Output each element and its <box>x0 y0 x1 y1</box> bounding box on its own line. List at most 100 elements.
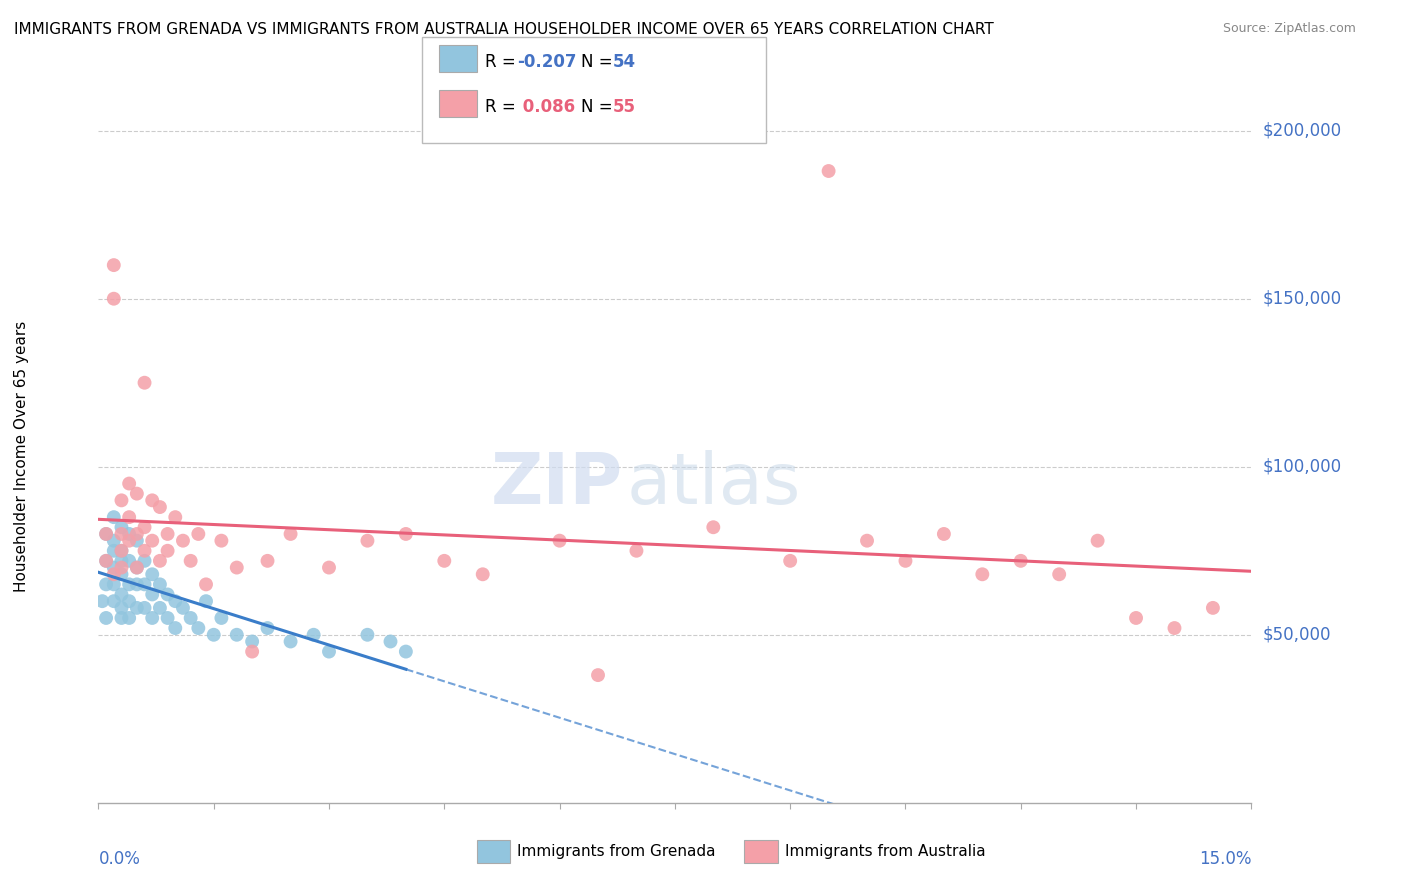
Text: Source: ZipAtlas.com: Source: ZipAtlas.com <box>1223 22 1357 36</box>
Point <box>118 476 141 491</box>
Point <box>209 533 232 548</box>
Point <box>156 527 179 541</box>
Point <box>103 543 125 558</box>
Point <box>779 554 801 568</box>
Point <box>110 554 132 568</box>
Point <box>1125 611 1147 625</box>
Point <box>125 486 148 500</box>
Point <box>702 520 724 534</box>
Point <box>165 510 187 524</box>
Point <box>94 554 117 568</box>
Point <box>195 594 218 608</box>
Point <box>103 258 125 272</box>
Point <box>91 594 114 608</box>
Text: N =: N = <box>581 54 617 71</box>
Point <box>225 560 247 574</box>
Point <box>156 543 179 558</box>
Point <box>103 560 125 574</box>
Point <box>156 587 179 601</box>
Point <box>209 611 232 625</box>
Point <box>1202 600 1225 615</box>
Point <box>125 533 148 548</box>
Point <box>103 533 125 548</box>
Point <box>125 600 148 615</box>
Point <box>118 554 141 568</box>
Point <box>1010 554 1032 568</box>
Text: Immigrants from Grenada: Immigrants from Grenada <box>517 845 716 859</box>
Point <box>141 567 163 582</box>
Point <box>395 527 418 541</box>
Point <box>134 600 156 615</box>
Point <box>165 594 187 608</box>
Point <box>380 634 402 648</box>
Point <box>103 510 125 524</box>
Point <box>134 554 156 568</box>
Point <box>932 527 955 541</box>
Point <box>118 594 141 608</box>
Point <box>395 644 418 658</box>
Point <box>548 533 571 548</box>
Text: 15.0%: 15.0% <box>1199 850 1251 868</box>
Point <box>165 621 187 635</box>
Point <box>110 611 132 625</box>
Text: R =: R = <box>485 98 522 116</box>
Point <box>280 527 302 541</box>
Text: -0.207: -0.207 <box>517 54 576 71</box>
Point <box>141 533 163 548</box>
Point <box>141 587 163 601</box>
Point <box>118 533 141 548</box>
Text: IMMIGRANTS FROM GRENADA VS IMMIGRANTS FROM AUSTRALIA HOUSEHOLDER INCOME OVER 65 : IMMIGRANTS FROM GRENADA VS IMMIGRANTS FR… <box>14 22 994 37</box>
Point <box>94 527 117 541</box>
Point <box>134 543 156 558</box>
Point <box>110 493 132 508</box>
Point <box>972 567 994 582</box>
Point <box>149 600 172 615</box>
Point <box>94 554 117 568</box>
Point <box>110 567 132 582</box>
Point <box>356 628 378 642</box>
Point <box>172 533 194 548</box>
Text: atlas: atlas <box>627 450 801 519</box>
Point <box>118 611 141 625</box>
Text: 0.086: 0.086 <box>517 98 575 116</box>
Point <box>225 628 247 642</box>
Point <box>318 560 340 574</box>
Point <box>280 634 302 648</box>
Point <box>134 376 156 390</box>
Point <box>180 611 202 625</box>
Point <box>240 634 263 648</box>
Point <box>240 644 263 658</box>
Point <box>94 577 117 591</box>
Point <box>103 567 125 582</box>
Text: Householder Income Over 65 years: Householder Income Over 65 years <box>14 320 30 591</box>
Point <box>149 554 172 568</box>
Point <box>195 577 218 591</box>
Point <box>103 594 125 608</box>
Point <box>1163 621 1185 635</box>
Point <box>256 621 278 635</box>
Point <box>471 567 494 582</box>
Point <box>110 587 132 601</box>
Text: $50,000: $50,000 <box>1263 626 1331 644</box>
Point <box>118 527 141 541</box>
Point <box>118 577 141 591</box>
Point <box>125 560 148 574</box>
Point <box>94 611 117 625</box>
Text: $200,000: $200,000 <box>1263 121 1341 140</box>
Point <box>141 611 163 625</box>
Point <box>1087 533 1109 548</box>
Text: N =: N = <box>581 98 617 116</box>
Point <box>894 554 917 568</box>
Text: 54: 54 <box>613 54 636 71</box>
Point <box>1047 567 1070 582</box>
Point <box>110 600 132 615</box>
Point <box>134 520 156 534</box>
Point <box>141 493 163 508</box>
Point <box>586 668 609 682</box>
Point <box>187 527 209 541</box>
Text: $150,000: $150,000 <box>1263 290 1341 308</box>
Point <box>256 554 278 568</box>
Point <box>125 527 148 541</box>
Point <box>110 520 132 534</box>
Point <box>433 554 456 568</box>
